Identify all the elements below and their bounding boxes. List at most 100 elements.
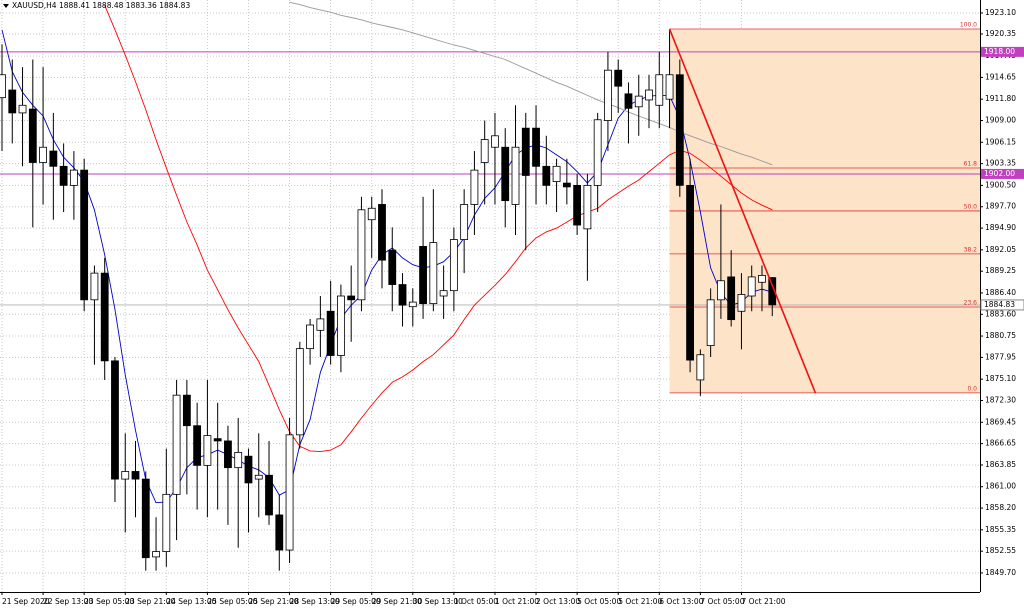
candle-body	[470, 169, 479, 205]
hline-label-box	[981, 46, 1024, 57]
x-tick-label: 28 Sep 13:00	[290, 597, 340, 606]
last-high: 1888.48	[92, 1, 123, 10]
candle-body	[408, 301, 417, 308]
last-low: 1883.36	[126, 1, 157, 10]
x-tick-label: 24 Sep 13:00	[166, 597, 216, 606]
y-tick-label: 1920.35	[985, 29, 1016, 38]
candle-body	[696, 354, 705, 381]
candle-body	[758, 275, 766, 283]
candle-body	[645, 89, 653, 101]
candle-body	[727, 276, 736, 321]
candle-body	[686, 184, 694, 361]
candle-body	[28, 108, 37, 163]
candle-body	[449, 239, 458, 292]
y-tick-label: 1911.80	[985, 94, 1016, 103]
menu-arrow[interactable]	[3, 4, 9, 8]
chart-header: XAUUSD,H4 1888.41 1888.48 1883.36 1884.8…	[12, 1, 190, 10]
hline-label-box	[981, 168, 1024, 179]
y-tick-label: 1855.35	[985, 525, 1016, 534]
candle-body	[634, 95, 643, 108]
y-tick-label: 1886.40	[985, 288, 1016, 297]
candle-body	[39, 146, 47, 163]
candle-body	[172, 394, 181, 495]
x-tick-label: 21 Sep 2020	[2, 597, 50, 606]
y-tick-label: 1880.75	[985, 331, 1016, 340]
x-tick-label: 23 Sep 21:00	[125, 597, 175, 606]
y-tick-label: 1861.00	[985, 482, 1016, 491]
plot-area: 100.0 61.8 50.0 38.2 23.6 0.0	[0, 0, 980, 592]
fibo-level-label: 100.0	[960, 21, 977, 28]
y-tick-label: 1909.00	[985, 116, 1016, 125]
x-tick-label: 7 Oct 21:00	[741, 597, 785, 606]
x-tick-label: 2 Oct 13:00	[536, 597, 580, 606]
y-tick-label: 1883.60	[985, 309, 1016, 318]
y-tick-label: 1914.65	[985, 72, 1016, 81]
y-tick-label: 1923.10	[985, 8, 1016, 17]
x-tick-label: 7 Oct 05:00	[700, 597, 744, 606]
candle-body	[121, 471, 130, 480]
candle-body	[501, 146, 510, 202]
candle-body	[542, 165, 551, 186]
x-tick-label: 1 Oct 05:00	[454, 597, 498, 606]
candle-body	[254, 474, 263, 480]
candle-body	[8, 89, 17, 114]
candle-body	[59, 165, 68, 186]
candle-body	[480, 139, 489, 163]
candle-body	[131, 471, 140, 480]
candle-body	[419, 246, 427, 305]
candle-body	[460, 204, 469, 240]
x-tick-label: 5 Oct 21:00	[618, 597, 662, 606]
candle-body	[717, 280, 725, 301]
x-tick-label: 1 Oct 21:00	[495, 597, 539, 606]
fibo-level-label: 61.8	[964, 160, 978, 167]
y-tick-label: 1852.55	[985, 546, 1016, 555]
y-tick-label: 1866.65	[985, 439, 1016, 448]
candle-body	[275, 514, 284, 551]
x-tick-label: 30 Sep 13:00	[413, 597, 463, 606]
candle-body	[573, 184, 582, 226]
y-tick-label: 1863.85	[985, 460, 1016, 469]
x-tick-label: 22 Sep 13:00	[43, 597, 93, 606]
candle-body	[675, 74, 684, 186]
candle-body	[111, 360, 119, 480]
candle-body	[593, 119, 602, 186]
candle-body	[337, 295, 345, 356]
candle-body	[583, 184, 592, 230]
candle-body	[244, 455, 253, 484]
y-tick-label: 1897.70	[985, 202, 1016, 211]
candle-body	[378, 204, 386, 261]
candle-body	[747, 276, 756, 297]
x-tick-label: 25 Sep 05:00	[207, 597, 257, 606]
candle-body	[552, 165, 561, 182]
candle-body	[141, 478, 150, 559]
candle-body	[49, 150, 58, 167]
candle-body	[100, 272, 109, 362]
candle-body	[213, 438, 222, 442]
candle-body	[182, 394, 191, 427]
moving-average	[1, 29, 773, 504]
current-price-box	[980, 299, 1024, 311]
y-tick-label: 1872.30	[985, 396, 1016, 405]
y-tick-label: 1889.25	[985, 266, 1016, 275]
symbol: XAUUSD,H4	[12, 1, 57, 10]
y-tick-label: 1906.15	[985, 137, 1016, 146]
x-tick-label: 29 Sep 05:00	[331, 597, 381, 606]
hline-label: 1918.00	[984, 47, 1015, 56]
trendline	[668, 28, 817, 394]
candle-body	[562, 182, 571, 188]
y-tick-label: 1875.10	[985, 374, 1016, 383]
candle-body	[532, 127, 540, 167]
candle-body	[367, 207, 376, 221]
candle-body	[491, 135, 499, 148]
fibo-level-label: 23.6	[964, 300, 978, 307]
candle-body	[357, 209, 366, 301]
candle-body	[18, 104, 27, 114]
x-tick-label: 25 Sep 21:00	[248, 597, 298, 606]
candle-body	[398, 284, 407, 306]
fibo-level-label: 0.0	[967, 385, 977, 392]
candle-body	[624, 93, 633, 109]
y-tick-label: 1849.70	[985, 568, 1016, 577]
last-open: 1888.41	[59, 1, 90, 10]
candle-body	[429, 242, 438, 305]
